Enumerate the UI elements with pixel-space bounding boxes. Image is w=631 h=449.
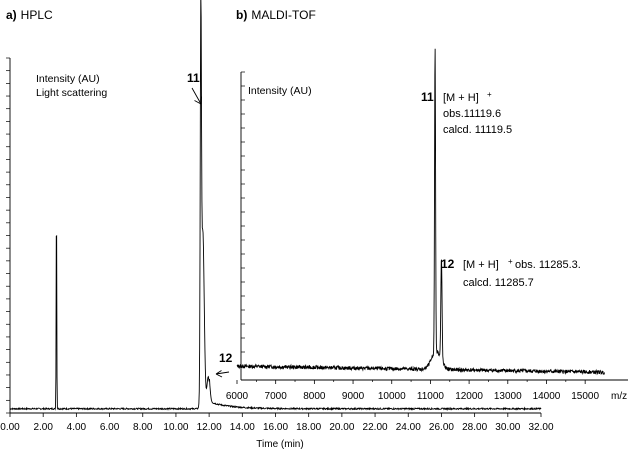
maldi-peak-12-obs: obs. 11285.3. (515, 259, 581, 271)
maldi-x-tick-label: 7000 (265, 391, 288, 402)
hplc-peak-11-arrow (191, 87, 202, 105)
maldi-peak-12-charge: + (508, 257, 513, 266)
panel-b-letter: b) (236, 8, 247, 22)
hplc-trace (9, 0, 542, 411)
maldi-peak-12-label: 12 (441, 257, 455, 271)
hplc-y-ticks (6, 57, 10, 414)
maldi-x-tick-label: 14000 (533, 391, 561, 402)
hplc-x-tick-label: 22.00 (363, 422, 388, 433)
maldi-x-ticks: 6000 7000 8000 9000 10000 11000 12000 13000 1400… (226, 380, 599, 402)
panel-a-letter: a) (6, 8, 17, 22)
hplc-x-tick-label: 30.00 (495, 422, 520, 433)
panel-b-name: MALDI-TOF (251, 8, 315, 22)
maldi-x-tick-label: 15000 (571, 391, 599, 402)
hplc-x-tick-label: 2.00 (33, 422, 53, 433)
hplc-x-ticks: 0.00 2.00 4.00 6.00 8.00 10.00 12.00 14.00 16.00… (0, 413, 554, 433)
maldi-peak-12-ion: [M + H] (463, 259, 499, 271)
hplc-x-tick-label: 28.00 (462, 422, 487, 433)
maldi-peak-11-ion: [M + H] (443, 92, 479, 104)
maldi-x-tick-label: 6000 (226, 391, 249, 402)
hplc-peak-12-label: 12 (219, 351, 233, 365)
hplc-x-tick-label: 20.00 (329, 422, 354, 433)
hplc-x-tick-label: 14.00 (230, 422, 255, 433)
hplc-x-tick-label: 0.00 (0, 422, 20, 433)
hplc-peak-11-label: 11 (187, 71, 200, 85)
hplc-chart: 0.00 2.00 4.00 6.00 8.00 10.00 12.00 14.00 16.00… (0, 0, 554, 449)
maldi-x-label: m/z (611, 391, 627, 402)
hplc-x-tick-label: 10.00 (163, 422, 188, 433)
hplc-y-label-2: Light scattering (36, 87, 107, 99)
maldi-x-tick-label: 9000 (342, 391, 365, 402)
panel-b-title: b) MALDI-TOF (236, 8, 316, 22)
maldi-x-tick-label: 11000 (417, 391, 445, 402)
hplc-x-tick-label: 12.00 (197, 422, 222, 433)
maldi-x-tick-label: 12000 (455, 391, 483, 402)
maldi-peak-11-obs: obs.11119.6 (443, 108, 501, 120)
hplc-x-tick-label: 8.00 (133, 422, 153, 433)
hplc-x-tick-label: 6.00 (100, 422, 120, 433)
hplc-x-tick-label: 16.00 (263, 422, 288, 433)
panel-a-name: HPLC (21, 8, 53, 22)
maldi-peak-12-calcd: calcd. 11285.7 (463, 277, 534, 289)
maldi-peak-11-charge: + (487, 90, 492, 99)
maldi-x-tick-label: 8000 (303, 391, 326, 402)
hplc-x-tick-label: 24.00 (396, 422, 421, 433)
maldi-peak-11-label: 11 (421, 90, 434, 104)
hplc-peak-12-arrow (215, 370, 230, 378)
maldi-trace (236, 48, 605, 376)
maldi-y-label: Intensity (AU) (248, 85, 312, 97)
hplc-x-tick-label: 18.00 (296, 422, 321, 433)
maldi-x-tick-label: 13000 (494, 391, 522, 402)
panel-a-title: a) HPLC (6, 8, 53, 22)
maldi-peak-11-calcd: calcd. 11119.5 (443, 124, 512, 136)
maldi-x-tick-label: 10000 (378, 391, 406, 402)
maldi-chart: 6000 7000 8000 9000 10000 11000 12000 13000 1400… (226, 48, 630, 402)
hplc-x-tick-label: 4.00 (67, 422, 87, 433)
hplc-x-tick-label: 32.00 (528, 422, 553, 433)
hplc-x-tick-label: 26.00 (429, 422, 454, 433)
hplc-y-label-1: Intensity (AU) (36, 73, 100, 85)
hplc-x-label: Time (min) (256, 439, 303, 449)
